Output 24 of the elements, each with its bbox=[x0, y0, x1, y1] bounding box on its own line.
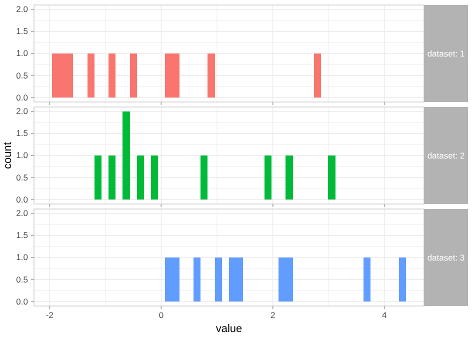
y-tick-label: 0.0 bbox=[16, 194, 28, 204]
y-tick-label: 2.0 bbox=[16, 106, 28, 116]
y-tick-label: 2.0 bbox=[16, 4, 28, 14]
y-tick-label: 1.5 bbox=[16, 26, 28, 36]
y-axis-title: count bbox=[2, 142, 14, 169]
x-axis-title: value bbox=[216, 323, 242, 335]
y-tick-label: 0.0 bbox=[16, 296, 28, 306]
y-tick-label: 0.0 bbox=[16, 92, 28, 102]
x-tick-label: 0 bbox=[158, 310, 164, 320]
y-tick-label: 1.5 bbox=[16, 128, 28, 138]
y-tick-label: 2.0 bbox=[16, 208, 28, 218]
y-tick-label: 1.5 bbox=[16, 230, 28, 240]
text: dataset: 2 bbox=[427, 150, 465, 160]
text: dataset: 1 bbox=[427, 48, 465, 58]
y-tick-label: 0.5 bbox=[16, 274, 28, 284]
x-tick-label: -2 bbox=[46, 310, 54, 320]
y-tick-label: 0.5 bbox=[16, 172, 28, 182]
text: dataset: 3 bbox=[427, 252, 465, 262]
y-tick-label: 0.5 bbox=[16, 70, 28, 80]
x-tick-label: 4 bbox=[382, 310, 388, 320]
y-tick-label: 1.0 bbox=[16, 48, 28, 58]
y-tick-label: 1.0 bbox=[16, 150, 28, 160]
x-tick-label: 2 bbox=[270, 310, 276, 320]
y-tick-label: 1.0 bbox=[16, 252, 28, 262]
